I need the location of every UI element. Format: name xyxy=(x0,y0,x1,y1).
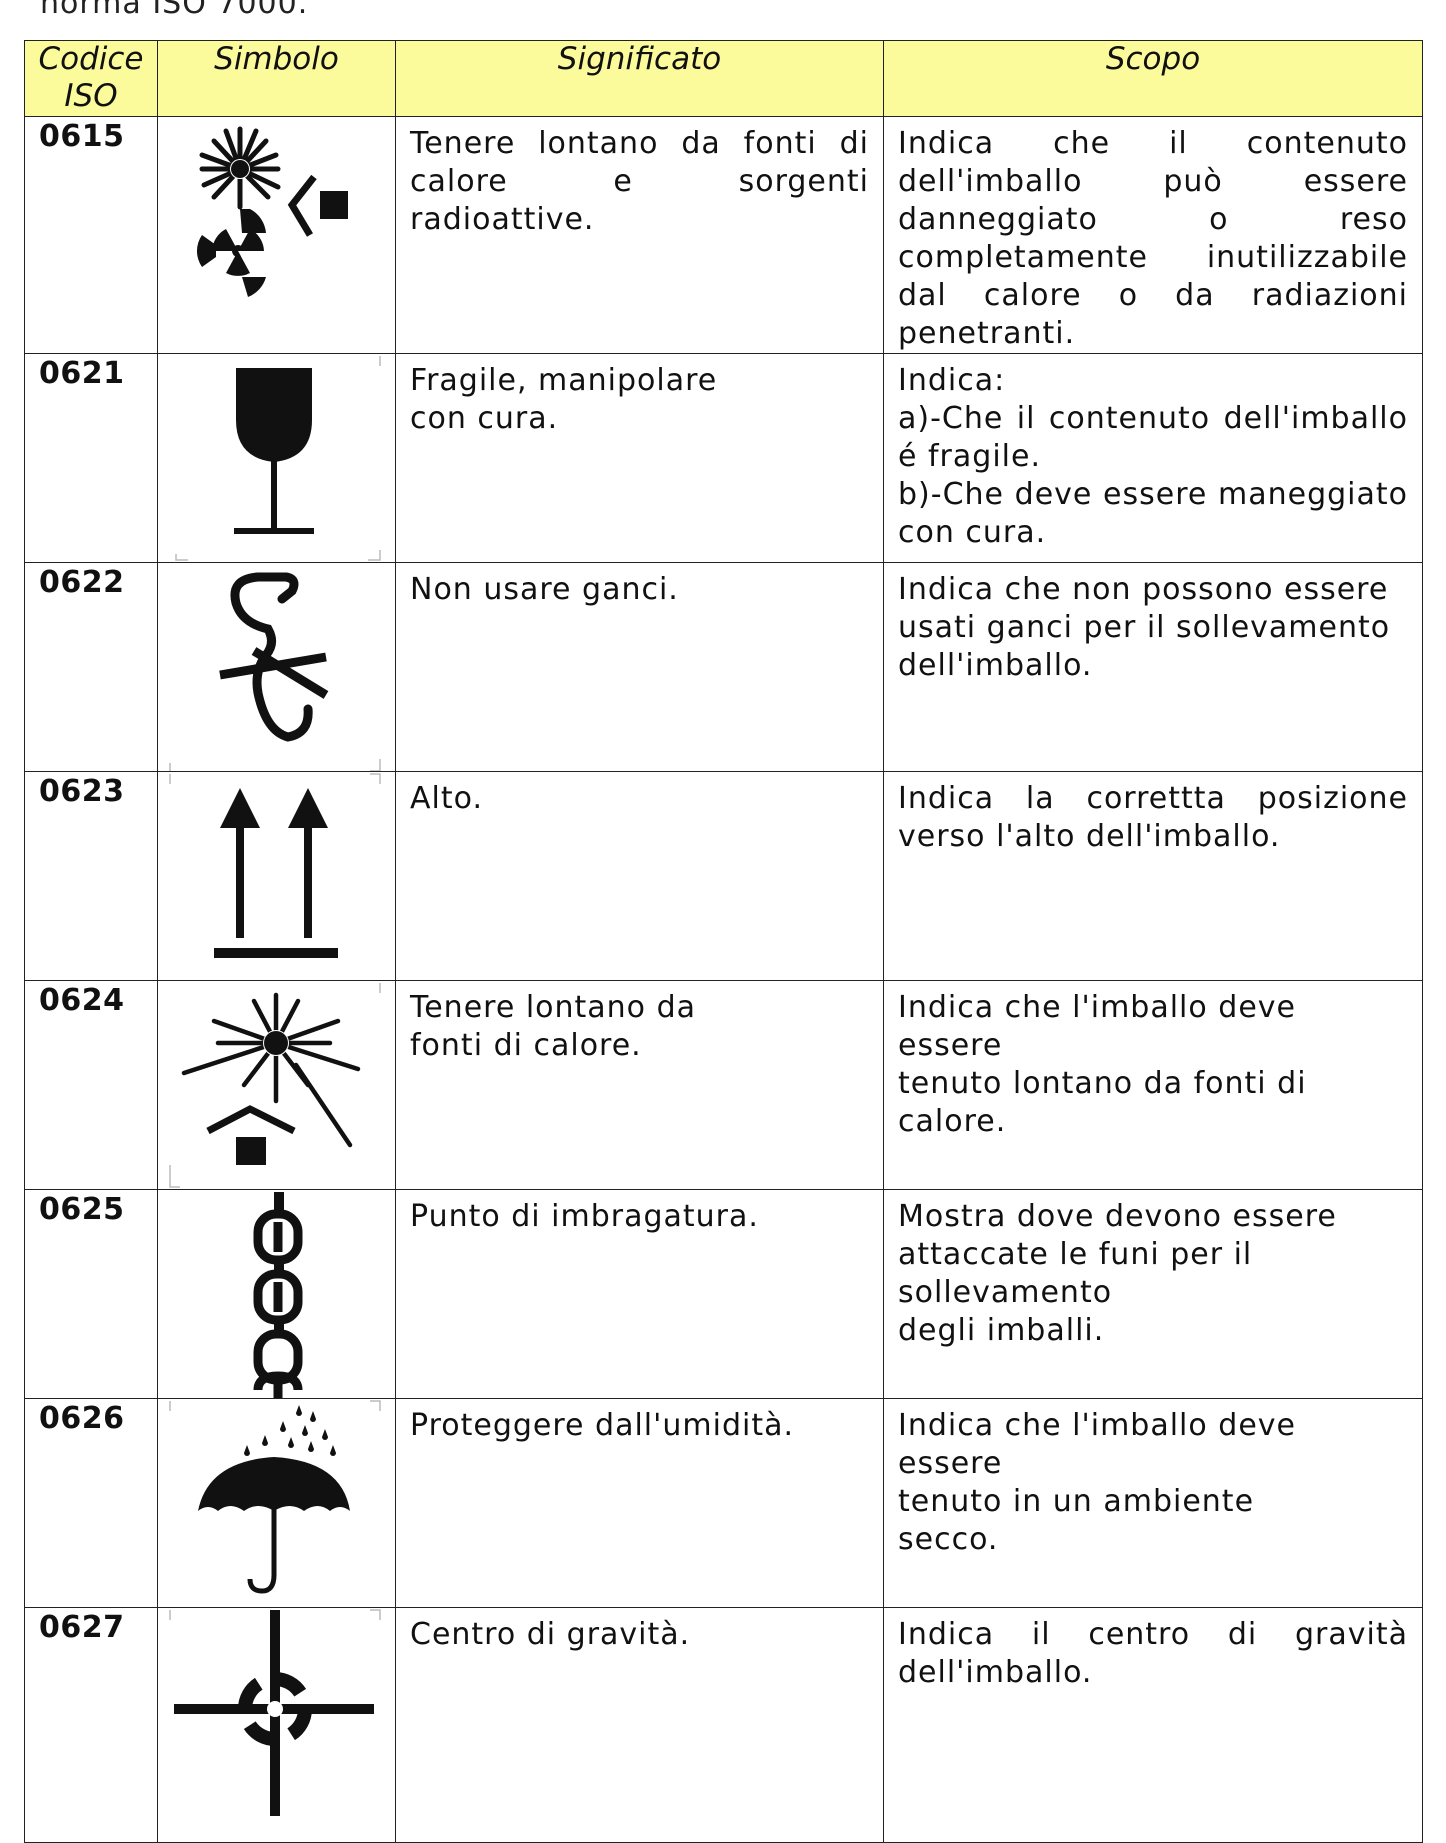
meaning-text: Fragile, manipolare con cura. xyxy=(395,353,884,563)
iso-code: 0623 xyxy=(24,771,158,981)
purpose-text: Indica la correttta posizione verso l'al… xyxy=(883,771,1423,981)
purpose-text: Indica che non possono essere usati ganc… xyxy=(883,562,1423,772)
meaning-text: Punto di imbragatura. xyxy=(395,1189,884,1399)
meaning-text: Tenere lontano da fonti di calore e sorg… xyxy=(395,116,884,354)
heat-radiation-icon xyxy=(196,126,348,297)
header-code: Codice ISO xyxy=(24,40,158,117)
purpose-text: Indica il centro di gravità dell'imballo… xyxy=(883,1607,1423,1843)
table-row: 0625 Punto di imbragatura. Mostra dove d… xyxy=(24,1189,1423,1399)
symbol-cell xyxy=(157,1398,396,1608)
iso-code: 0627 xyxy=(24,1607,158,1843)
symbol-cell xyxy=(157,562,396,772)
table-row: 0624 xyxy=(24,980,1423,1190)
table-row: 0627 Centro di gravità. Indica il centro… xyxy=(24,1607,1423,1843)
meaning-text: Proteggere dall'umidità. xyxy=(395,1398,884,1608)
header-symbol: Simbolo xyxy=(157,40,396,117)
meaning-text: Centro di gravità. xyxy=(395,1607,884,1843)
table-row: 0615 xyxy=(24,116,1423,354)
iso-code: 0624 xyxy=(24,980,158,1190)
iso-code: 0615 xyxy=(24,116,158,354)
table-row: 0626 xyxy=(24,1398,1423,1608)
table-header-row: Codice ISO Simbolo Significato Scopo xyxy=(24,40,1423,117)
meaning-text: Alto. xyxy=(395,771,884,981)
no-hooks-icon xyxy=(169,572,381,771)
purpose-text: Mostra dove devono essere attaccate le f… xyxy=(883,1189,1423,1399)
symbol-cell xyxy=(157,1607,396,1843)
table-row: 0623 Alto. Indica la correttta posizione… xyxy=(24,771,1423,981)
iso-code: 0626 xyxy=(24,1398,158,1608)
header-purpose: Scopo xyxy=(883,40,1423,117)
purpose-text: Indica: a)-Che il contenuto dell'imballo… xyxy=(883,353,1423,563)
symbol-cell xyxy=(157,1189,396,1399)
this-way-up-icon xyxy=(169,773,381,958)
meaning-text: Tenere lontano da fonti di calore. xyxy=(395,980,884,1190)
iso-symbols-table: Codice ISO Simbolo Significato Scopo 061… xyxy=(24,40,1423,1843)
header-meaning: Significato xyxy=(395,40,884,117)
symbol-cell xyxy=(157,116,396,354)
table-row: 0622 Non usare ganci. Indica che non pos… xyxy=(24,562,1423,772)
iso-code: 0621 xyxy=(24,353,158,563)
sling-chain-icon xyxy=(253,1192,303,1398)
table-row: 0621 Fragile, manipolare con cura. Indic… xyxy=(24,353,1423,563)
center-of-gravity-icon xyxy=(169,1609,381,1816)
purpose-text: Indica che l'imballo deve essere tenuto … xyxy=(883,1398,1423,1608)
meaning-text: Non usare ganci. xyxy=(395,562,884,772)
fragile-glass-icon xyxy=(175,356,381,561)
keep-away-heat-icon xyxy=(169,983,381,1188)
purpose-text: Indica che il contenuto dell'imballo può… xyxy=(883,116,1423,354)
symbol-cell xyxy=(157,771,396,981)
iso-code: 0622 xyxy=(24,562,158,772)
intro-text: norma ISO 7000. xyxy=(40,0,309,21)
symbol-cell xyxy=(157,980,396,1190)
symbol-cell xyxy=(157,353,396,563)
iso-code: 0625 xyxy=(24,1189,158,1399)
keep-dry-umbrella-icon xyxy=(169,1400,381,1594)
purpose-text: Indica che l'imballo deve essere tenuto … xyxy=(883,980,1423,1190)
